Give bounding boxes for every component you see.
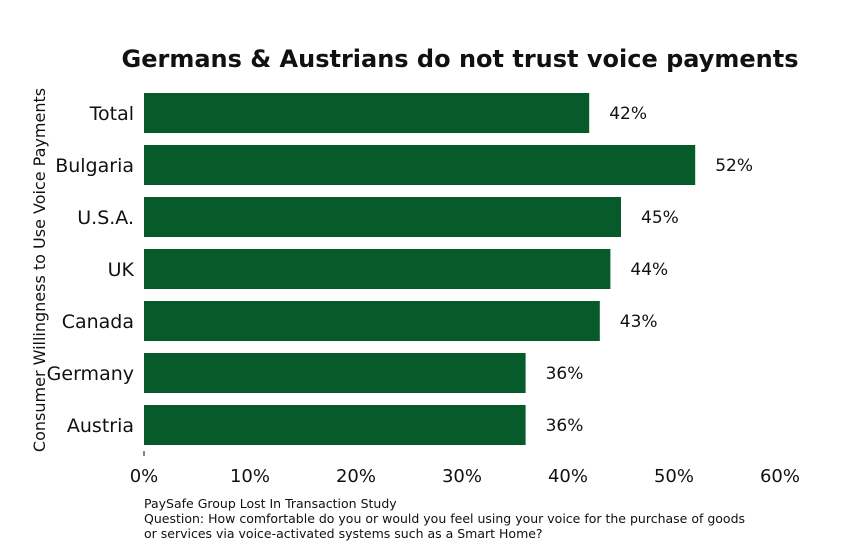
bars-group: Total 42% Bulgaria 52% U.S.A. 45% UK 44% Canada 4… [47, 93, 753, 445]
y-axis-label: Consumer Willingness to Use Voice Paymen… [30, 88, 49, 452]
x-axis-ticks: 0% 10% 20% 30% 40% 50% 60% [130, 466, 800, 487]
chart-title: Germans & Austrians do not trust voice p… [122, 45, 799, 73]
x-tick-label-60: 60% [760, 466, 800, 487]
x-tick-label-30: 30% [442, 466, 482, 487]
x-tick-label-20: 20% [336, 466, 376, 487]
category-label-germany: Germany [47, 363, 134, 385]
bar-austria [144, 405, 526, 445]
footnote: PaySafe Group Lost In Transaction Study … [144, 496, 804, 541]
x-tick-label-50: 50% [654, 466, 694, 487]
category-label-austria: Austria [67, 415, 134, 437]
x-tick-label-0: 0% [130, 466, 159, 487]
bar-bulgaria [144, 145, 696, 185]
category-label-canada: Canada [62, 311, 134, 333]
value-label-total: 42% [609, 104, 647, 124]
category-label-total: Total [89, 103, 134, 125]
question-note-line1: Question: How comfortable do you or woul… [144, 511, 746, 526]
bar-germany [144, 353, 526, 393]
value-label-canada: 43% [620, 312, 658, 332]
source-note: PaySafe Group Lost In Transaction Study [144, 496, 397, 511]
category-label-uk: UK [108, 259, 135, 281]
question-note-line2: or services via voice-activated systems … [144, 526, 543, 541]
value-label-u-s-a: 45% [641, 208, 679, 228]
bar-u-s-a [144, 197, 621, 237]
x-tick-label-10: 10% [230, 466, 270, 487]
bar-uk [144, 249, 611, 289]
value-label-bulgaria: 52% [715, 156, 753, 176]
value-label-germany: 36% [546, 364, 584, 384]
value-label-uk: 44% [630, 260, 668, 280]
category-label-bulgaria: Bulgaria [55, 155, 134, 177]
bar-total [144, 93, 590, 133]
bar-chart: Germans & Austrians do not trust voice p… [30, 45, 800, 487]
value-label-austria: 36% [546, 416, 584, 436]
x-tick-label-40: 40% [548, 466, 588, 487]
category-label-u-s-a: U.S.A. [77, 207, 134, 229]
bar-canada [144, 301, 600, 341]
